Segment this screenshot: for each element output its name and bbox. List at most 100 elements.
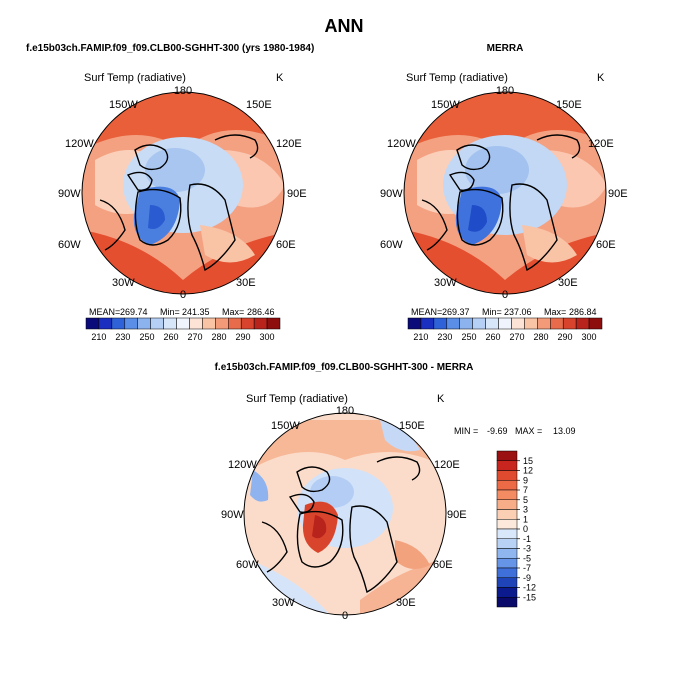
lon-label: 120E	[588, 138, 614, 150]
colorbar-label: 7	[523, 485, 528, 495]
colorbar-swatch	[496, 587, 518, 598]
lon-label: 150W	[431, 99, 460, 111]
colorbar-label: 280	[534, 332, 549, 342]
panel-title: f.e15b03ch.FAMIP.f09_f09.CLB00-SGHHT-300…	[26, 43, 314, 54]
colorbar-label: 1	[523, 514, 528, 524]
lon-label: 0	[502, 289, 508, 301]
panel-title: f.e15b03ch.FAMIP.f09_f09.CLB00-SGHHT-300…	[215, 362, 474, 373]
colorbar-swatch	[163, 317, 177, 330]
lon-label: 90E	[287, 188, 307, 200]
colorbar-swatch	[433, 317, 448, 330]
panel-model: f.e15b03ch.FAMIP.f09_f09.CLB00-SGHHT-300…	[26, 43, 314, 342]
lon-label: 90W	[58, 188, 81, 200]
colorbar-label: -3	[523, 544, 531, 554]
colorbar-label: 210	[91, 332, 106, 342]
longitude-labels: 180 150E 120E 90E 60E 30E 0 30W 60W 90W …	[58, 85, 307, 301]
mean-label: MEAN=	[89, 307, 120, 317]
colorbar-swatch	[228, 317, 242, 330]
min-value: 241.35	[182, 307, 210, 317]
colorbar-swatch	[496, 538, 518, 549]
colorbar-swatch	[446, 317, 460, 330]
colorbar-label: 230	[115, 332, 130, 342]
min-value: 237.06	[504, 307, 532, 317]
colorbar-swatch	[266, 317, 281, 330]
colorbar-swatch	[496, 558, 518, 569]
max-value: 13.09	[553, 426, 576, 436]
variable-label: Surf Temp (radiative)	[84, 72, 186, 84]
colorbar-swatch	[496, 519, 518, 530]
lon-label: 60E	[596, 239, 616, 251]
lon-label: 0	[342, 610, 348, 622]
lon-label: 30E	[396, 597, 416, 609]
lon-label: 150E	[246, 99, 272, 111]
colorbar-label: 300	[260, 332, 275, 342]
lon-label: 90W	[380, 188, 403, 200]
colorbar-model: 210 230 250 260 270 280 290 300	[85, 317, 281, 342]
mean-label: MEAN=	[411, 307, 442, 317]
colorbar-swatch	[496, 480, 518, 491]
colorbar-label: -1	[523, 534, 531, 544]
lon-label: 30E	[236, 277, 256, 289]
map-border	[403, 91, 607, 295]
colorbar-swatch	[472, 317, 486, 330]
lon-label: 60W	[236, 559, 259, 571]
colorbar-swatch	[496, 528, 518, 539]
colorbar-swatch	[588, 317, 603, 330]
colorbar-label: -15	[523, 592, 536, 602]
colorbar-label: 260	[163, 332, 178, 342]
colorbar-label: 210	[413, 332, 428, 342]
colorbar-swatch	[202, 317, 216, 330]
max-value: 286.84	[569, 307, 597, 317]
panel-title: MERRA	[487, 43, 524, 54]
colorbar-swatch	[240, 317, 255, 330]
polar-map	[404, 92, 606, 294]
colorbar-label: 300	[582, 332, 597, 342]
colorbar-label: 15	[523, 456, 533, 466]
stats-line: MEAN= 269.37 Min= 237.06 Max= 286.84	[411, 307, 597, 317]
colorbar-swatch	[137, 317, 151, 330]
lon-label: 30W	[272, 597, 295, 609]
colorbar-label: 250	[139, 332, 154, 342]
colorbar-swatch	[496, 489, 518, 500]
colorbar-swatch	[459, 317, 473, 330]
lon-label: 60W	[380, 239, 403, 251]
colorbar-label: 9	[523, 475, 528, 485]
lon-label: 90E	[447, 509, 467, 521]
panel-diff: f.e15b03ch.FAMIP.f09_f09.CLB00-SGHHT-300…	[215, 362, 576, 622]
lon-label: 30E	[558, 277, 578, 289]
colorbar-swatch	[253, 317, 268, 330]
colorbar-swatch	[524, 317, 538, 330]
units-label: K	[597, 72, 605, 84]
lon-label: 120W	[65, 138, 94, 150]
colorbar-label: 270	[509, 332, 524, 342]
lon-label: 150E	[399, 420, 425, 432]
lon-label: 60W	[58, 239, 81, 251]
colorbar-swatch	[575, 317, 590, 330]
units-label: K	[437, 393, 445, 405]
colorbar-swatch	[407, 317, 422, 330]
colorbar-label: 5	[523, 495, 528, 505]
stats-line: MIN = -9.69 MAX = 13.09	[454, 426, 576, 436]
colorbar-swatch	[98, 317, 113, 330]
lon-label: 30W	[112, 277, 135, 289]
colorbar-swatch	[496, 499, 518, 510]
max-value: 286.46	[247, 307, 275, 317]
colorbar-swatch	[176, 317, 190, 330]
colorbar-swatch	[189, 317, 203, 330]
lon-label: 120E	[276, 138, 302, 150]
lon-label: 60E	[433, 559, 453, 571]
colorbar-label: 290	[558, 332, 573, 342]
min-label: MIN =	[454, 426, 478, 436]
colorbar-label: 270	[187, 332, 202, 342]
colorbar-label: 0	[523, 524, 528, 534]
lon-label: 120E	[434, 459, 460, 471]
max-label: Max=	[544, 307, 566, 317]
variable-label: Surf Temp (radiative)	[246, 393, 348, 405]
colorbar-label: -12	[523, 583, 536, 593]
mean-value: 269.37	[442, 307, 470, 317]
min-value: -9.69	[487, 426, 508, 436]
coastlines	[261, 456, 421, 594]
polar-map	[244, 413, 446, 615]
coastlines	[421, 134, 581, 272]
